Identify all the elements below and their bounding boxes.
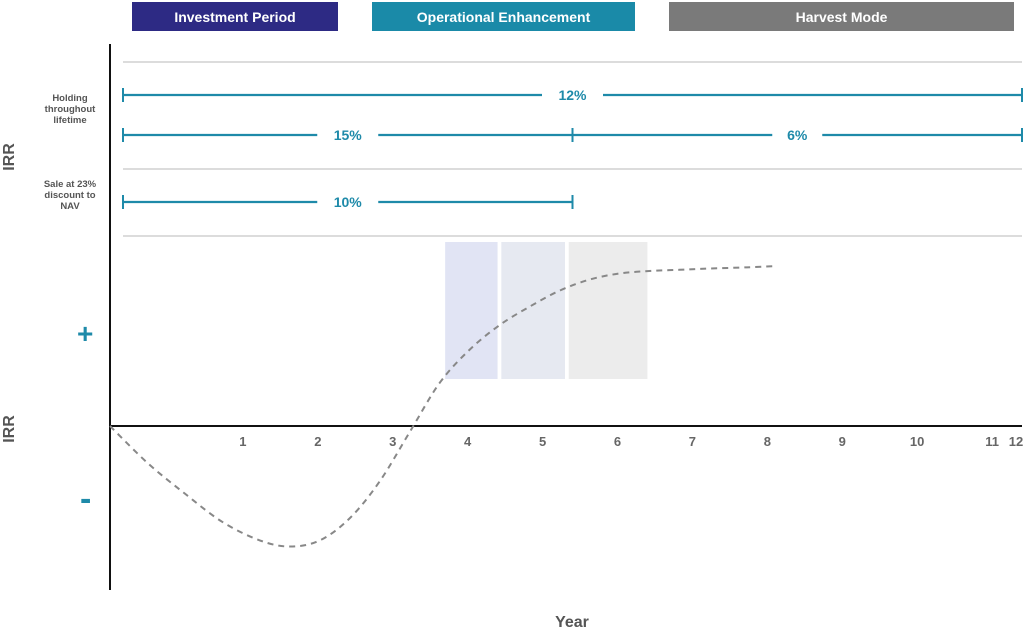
- shaded-period: [568, 242, 648, 379]
- plus-sign: +: [77, 318, 94, 349]
- irr-bar-label: 15%: [334, 127, 363, 143]
- x-tick-label: 6: [614, 434, 621, 449]
- x-tick-label: 2: [314, 434, 321, 449]
- section-dividers: [123, 61, 1022, 237]
- j-curve-line: [109, 265, 777, 548]
- irr-bars: 12% 15% 6% 10%: [122, 87, 1023, 210]
- shaded-periods: [445, 242, 648, 379]
- x-tick-label: 12: [1009, 434, 1023, 449]
- x-tick-label: 7: [689, 434, 696, 449]
- x-tick-label: 9: [839, 434, 846, 449]
- x-tick-label: 3: [389, 434, 396, 449]
- x-tick-label: 8: [764, 434, 771, 449]
- minus-sign: -: [80, 480, 92, 518]
- x-tick-label: 11: [985, 434, 999, 449]
- phase-harvest-mode: Harvest Mode: [669, 2, 1014, 31]
- shaded-period: [445, 242, 498, 379]
- x-tick-label: 10: [910, 434, 924, 449]
- phase-operational-enhancement: Operational Enhancement: [372, 2, 635, 31]
- holding-note: Holding throughout lifetime: [44, 93, 96, 126]
- x-tick-label: 1: [239, 434, 246, 449]
- x-tick-label: 5: [539, 434, 546, 449]
- shaded-period: [501, 242, 566, 379]
- sale-note: Sale at 23% discount to NAV: [43, 179, 97, 212]
- x-axis-title: Year: [555, 614, 589, 631]
- x-tick-labels: 1 2 3 4 5 6 7 8 9 10 11 12: [239, 434, 1023, 449]
- irr-bar-label: 6%: [787, 127, 808, 143]
- x-tick-label: 4: [464, 434, 472, 449]
- phase-investment-period: Investment Period: [132, 2, 338, 31]
- irr-bar-label: 10%: [334, 194, 363, 210]
- irr-bar-label: 12%: [558, 87, 587, 103]
